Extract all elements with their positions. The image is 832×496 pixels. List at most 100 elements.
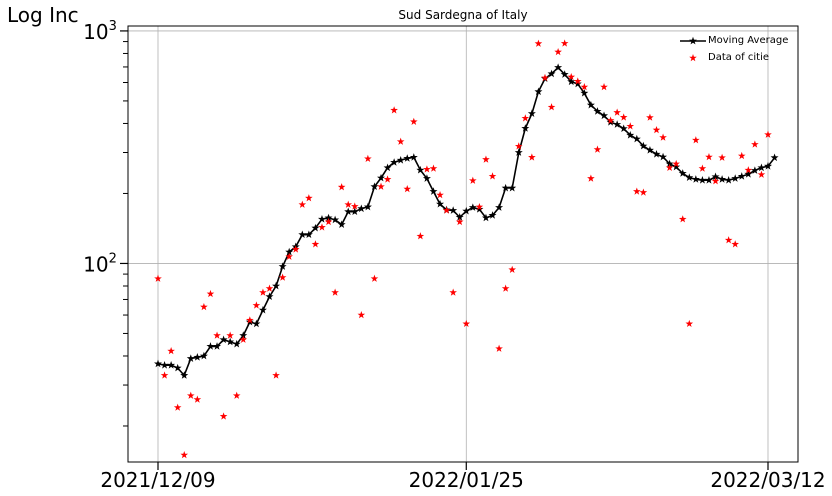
daily-data-point	[495, 344, 503, 352]
daily-data-point	[678, 215, 687, 223]
daily-data-point	[193, 395, 202, 403]
daily-data-point	[744, 166, 753, 174]
daily-data-point	[567, 72, 576, 81]
moving-average-point	[377, 173, 386, 182]
moving-average-point	[298, 230, 307, 239]
daily-data-point	[350, 202, 359, 210]
moving-average-point	[206, 342, 215, 350]
daily-data-point	[416, 232, 425, 240]
moving-average-point	[396, 156, 405, 164]
moving-average-point	[232, 339, 241, 348]
legend: Moving Average Data of citie	[679, 32, 788, 66]
moving-average-point	[685, 173, 694, 181]
daily-data-point	[554, 47, 562, 56]
moving-average-point	[711, 172, 720, 181]
legend-item-data-of-citie: Data of citie	[679, 49, 788, 66]
moving-average-point	[317, 215, 326, 223]
daily-data-point	[436, 190, 444, 199]
daily-data-point	[370, 274, 379, 282]
daily-data-point	[462, 319, 471, 328]
daily-data-point	[626, 122, 635, 130]
daily-data-point	[357, 311, 366, 319]
moving-average-point	[560, 70, 569, 78]
moving-average-point	[416, 165, 425, 174]
moving-average-point	[731, 174, 740, 182]
daily-data-point	[324, 217, 333, 226]
moving-average-point	[600, 111, 609, 120]
plot-frame	[127, 25, 799, 463]
moving-average-point	[180, 371, 189, 379]
moving-average-point	[691, 175, 700, 183]
daily-data-point	[606, 116, 615, 124]
moving-average-point	[508, 183, 517, 192]
daily-data-point	[580, 82, 589, 91]
daily-data-point	[731, 240, 740, 248]
moving-average-point	[757, 163, 766, 172]
x-tick-label: 2022/03/12	[710, 468, 825, 492]
moving-average-point	[311, 223, 320, 232]
daily-data-point	[685, 319, 694, 328]
daily-data-point	[298, 200, 307, 208]
daily-data-point	[587, 174, 595, 182]
moving-average-point	[704, 176, 713, 184]
moving-average-point	[514, 148, 523, 156]
moving-average-point	[226, 337, 235, 346]
y-tick-label: 102	[83, 251, 117, 276]
moving-average-point	[468, 203, 477, 211]
daily-data-point	[226, 331, 234, 339]
moving-average-point	[567, 77, 576, 86]
moving-average-point	[285, 247, 294, 256]
daily-data-point	[659, 133, 667, 141]
moving-average-point	[586, 100, 595, 109]
daily-data-point	[508, 265, 516, 273]
daily-data-point	[246, 316, 254, 324]
moving-average-point	[737, 172, 746, 180]
daily-data-point	[469, 176, 477, 184]
moving-average-point	[527, 109, 536, 117]
daily-data-point	[278, 273, 287, 281]
moving-average-point	[350, 207, 359, 216]
daily-data-point	[646, 113, 654, 121]
moving-average-point	[429, 187, 438, 195]
moving-average-point	[547, 69, 556, 78]
daily-data-point	[501, 284, 510, 292]
moving-average-point	[344, 207, 353, 216]
moving-average-point	[213, 342, 222, 350]
moving-average-point	[501, 183, 510, 192]
daily-data-point	[259, 288, 267, 296]
moving-average-point	[390, 158, 399, 166]
moving-average-point	[521, 124, 530, 132]
moving-average-point	[481, 213, 490, 222]
moving-average-point	[744, 170, 753, 178]
daily-data-point	[665, 163, 674, 171]
daily-data-point	[311, 240, 320, 248]
daily-data-point	[442, 206, 451, 214]
moving-average-point	[167, 361, 176, 369]
daily-data-point	[318, 223, 326, 231]
moving-average-point	[652, 150, 661, 158]
moving-average-point	[239, 331, 248, 339]
moving-average-point	[659, 152, 668, 161]
daily-data-point	[652, 125, 661, 134]
chart-title: Sud Sardegna of Italy	[398, 8, 528, 22]
moving-average-point	[383, 163, 392, 172]
daily-data-point	[429, 164, 438, 172]
moving-average-point	[764, 161, 772, 170]
daily-data-point	[160, 371, 169, 379]
moving-average-point	[186, 354, 195, 362]
daily-data-point	[390, 106, 398, 114]
moving-average-point	[495, 203, 504, 211]
moving-average-point	[698, 176, 707, 184]
moving-average-point	[770, 153, 779, 162]
moving-average-point	[645, 145, 654, 154]
daily-data-point	[252, 301, 261, 309]
moving-average-point	[272, 281, 281, 290]
daily-data-point	[573, 77, 582, 85]
daily-data-point	[639, 188, 648, 196]
moving-average-point	[488, 211, 497, 219]
moving-average-point	[193, 353, 202, 361]
daily-data-point	[344, 200, 353, 208]
daily-data-point	[488, 172, 497, 180]
legend-label-data-of-citie: Data of citie	[708, 52, 770, 63]
